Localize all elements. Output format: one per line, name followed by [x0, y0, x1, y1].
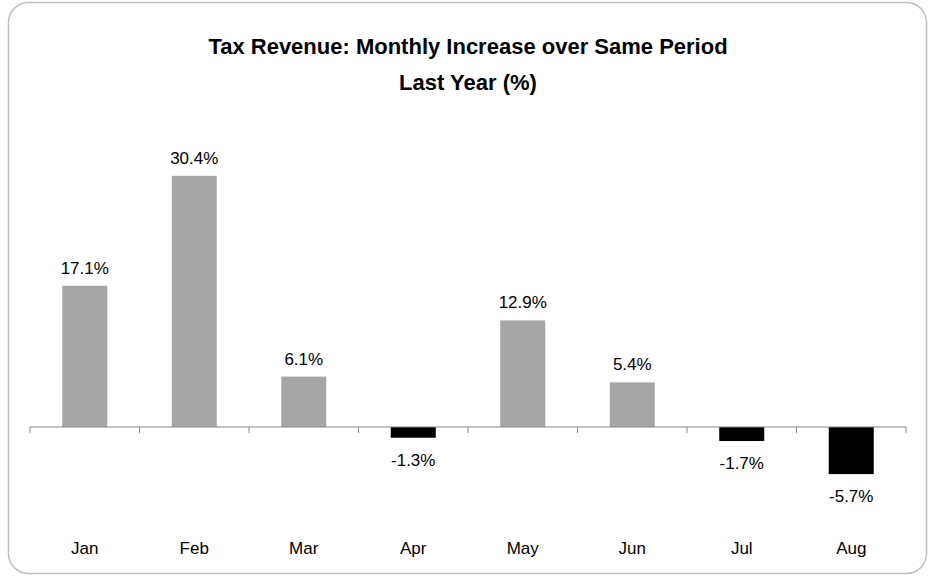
data-label: -5.7%: [829, 487, 873, 506]
data-label: 12.9%: [499, 293, 547, 312]
x-tick-mark: [139, 427, 140, 433]
data-label: -1.3%: [391, 451, 435, 470]
chart: Tax Revenue: Monthly Increase over Same …: [0, 0, 935, 578]
title: Tax Revenue: Monthly Increase over Same …: [208, 34, 727, 95]
title-line: Tax Revenue: Monthly Increase over Same …: [208, 34, 727, 59]
bar: [829, 427, 874, 474]
title-line: Last Year (%): [399, 70, 537, 95]
bar: [391, 427, 436, 438]
data-label: -1.7%: [720, 454, 764, 473]
x-tick-label: Mar: [289, 539, 319, 558]
bar: [281, 377, 326, 427]
x-tick-mark: [358, 427, 359, 433]
bar: [172, 176, 217, 427]
x-tick-mark: [906, 427, 907, 433]
bar: [62, 286, 107, 427]
x-tick-mark: [796, 427, 797, 433]
x-tick-mark: [577, 427, 578, 433]
x-tick-label: Jun: [619, 539, 646, 558]
x-tick-label: Apr: [400, 539, 427, 558]
x-tick-mark: [468, 427, 469, 433]
x-tick-mark: [687, 427, 688, 433]
bar: [610, 382, 655, 427]
bar: [500, 320, 545, 427]
chart-frame: [9, 3, 927, 574]
data-label: 5.4%: [613, 355, 652, 374]
x-tick-label: Jul: [731, 539, 753, 558]
x-tick-label: Feb: [180, 539, 209, 558]
x-tick-label: Jan: [71, 539, 98, 558]
bars: [62, 176, 874, 474]
x-tick-mark: [30, 427, 31, 433]
x-tick-label: May: [507, 539, 540, 558]
data-label: 6.1%: [284, 350, 323, 369]
x-tick-mark: [249, 427, 250, 433]
bar: [719, 427, 764, 441]
data-label: 17.1%: [61, 259, 109, 278]
x-tick-label: Aug: [836, 539, 866, 558]
data-label: 30.4%: [170, 149, 218, 168]
